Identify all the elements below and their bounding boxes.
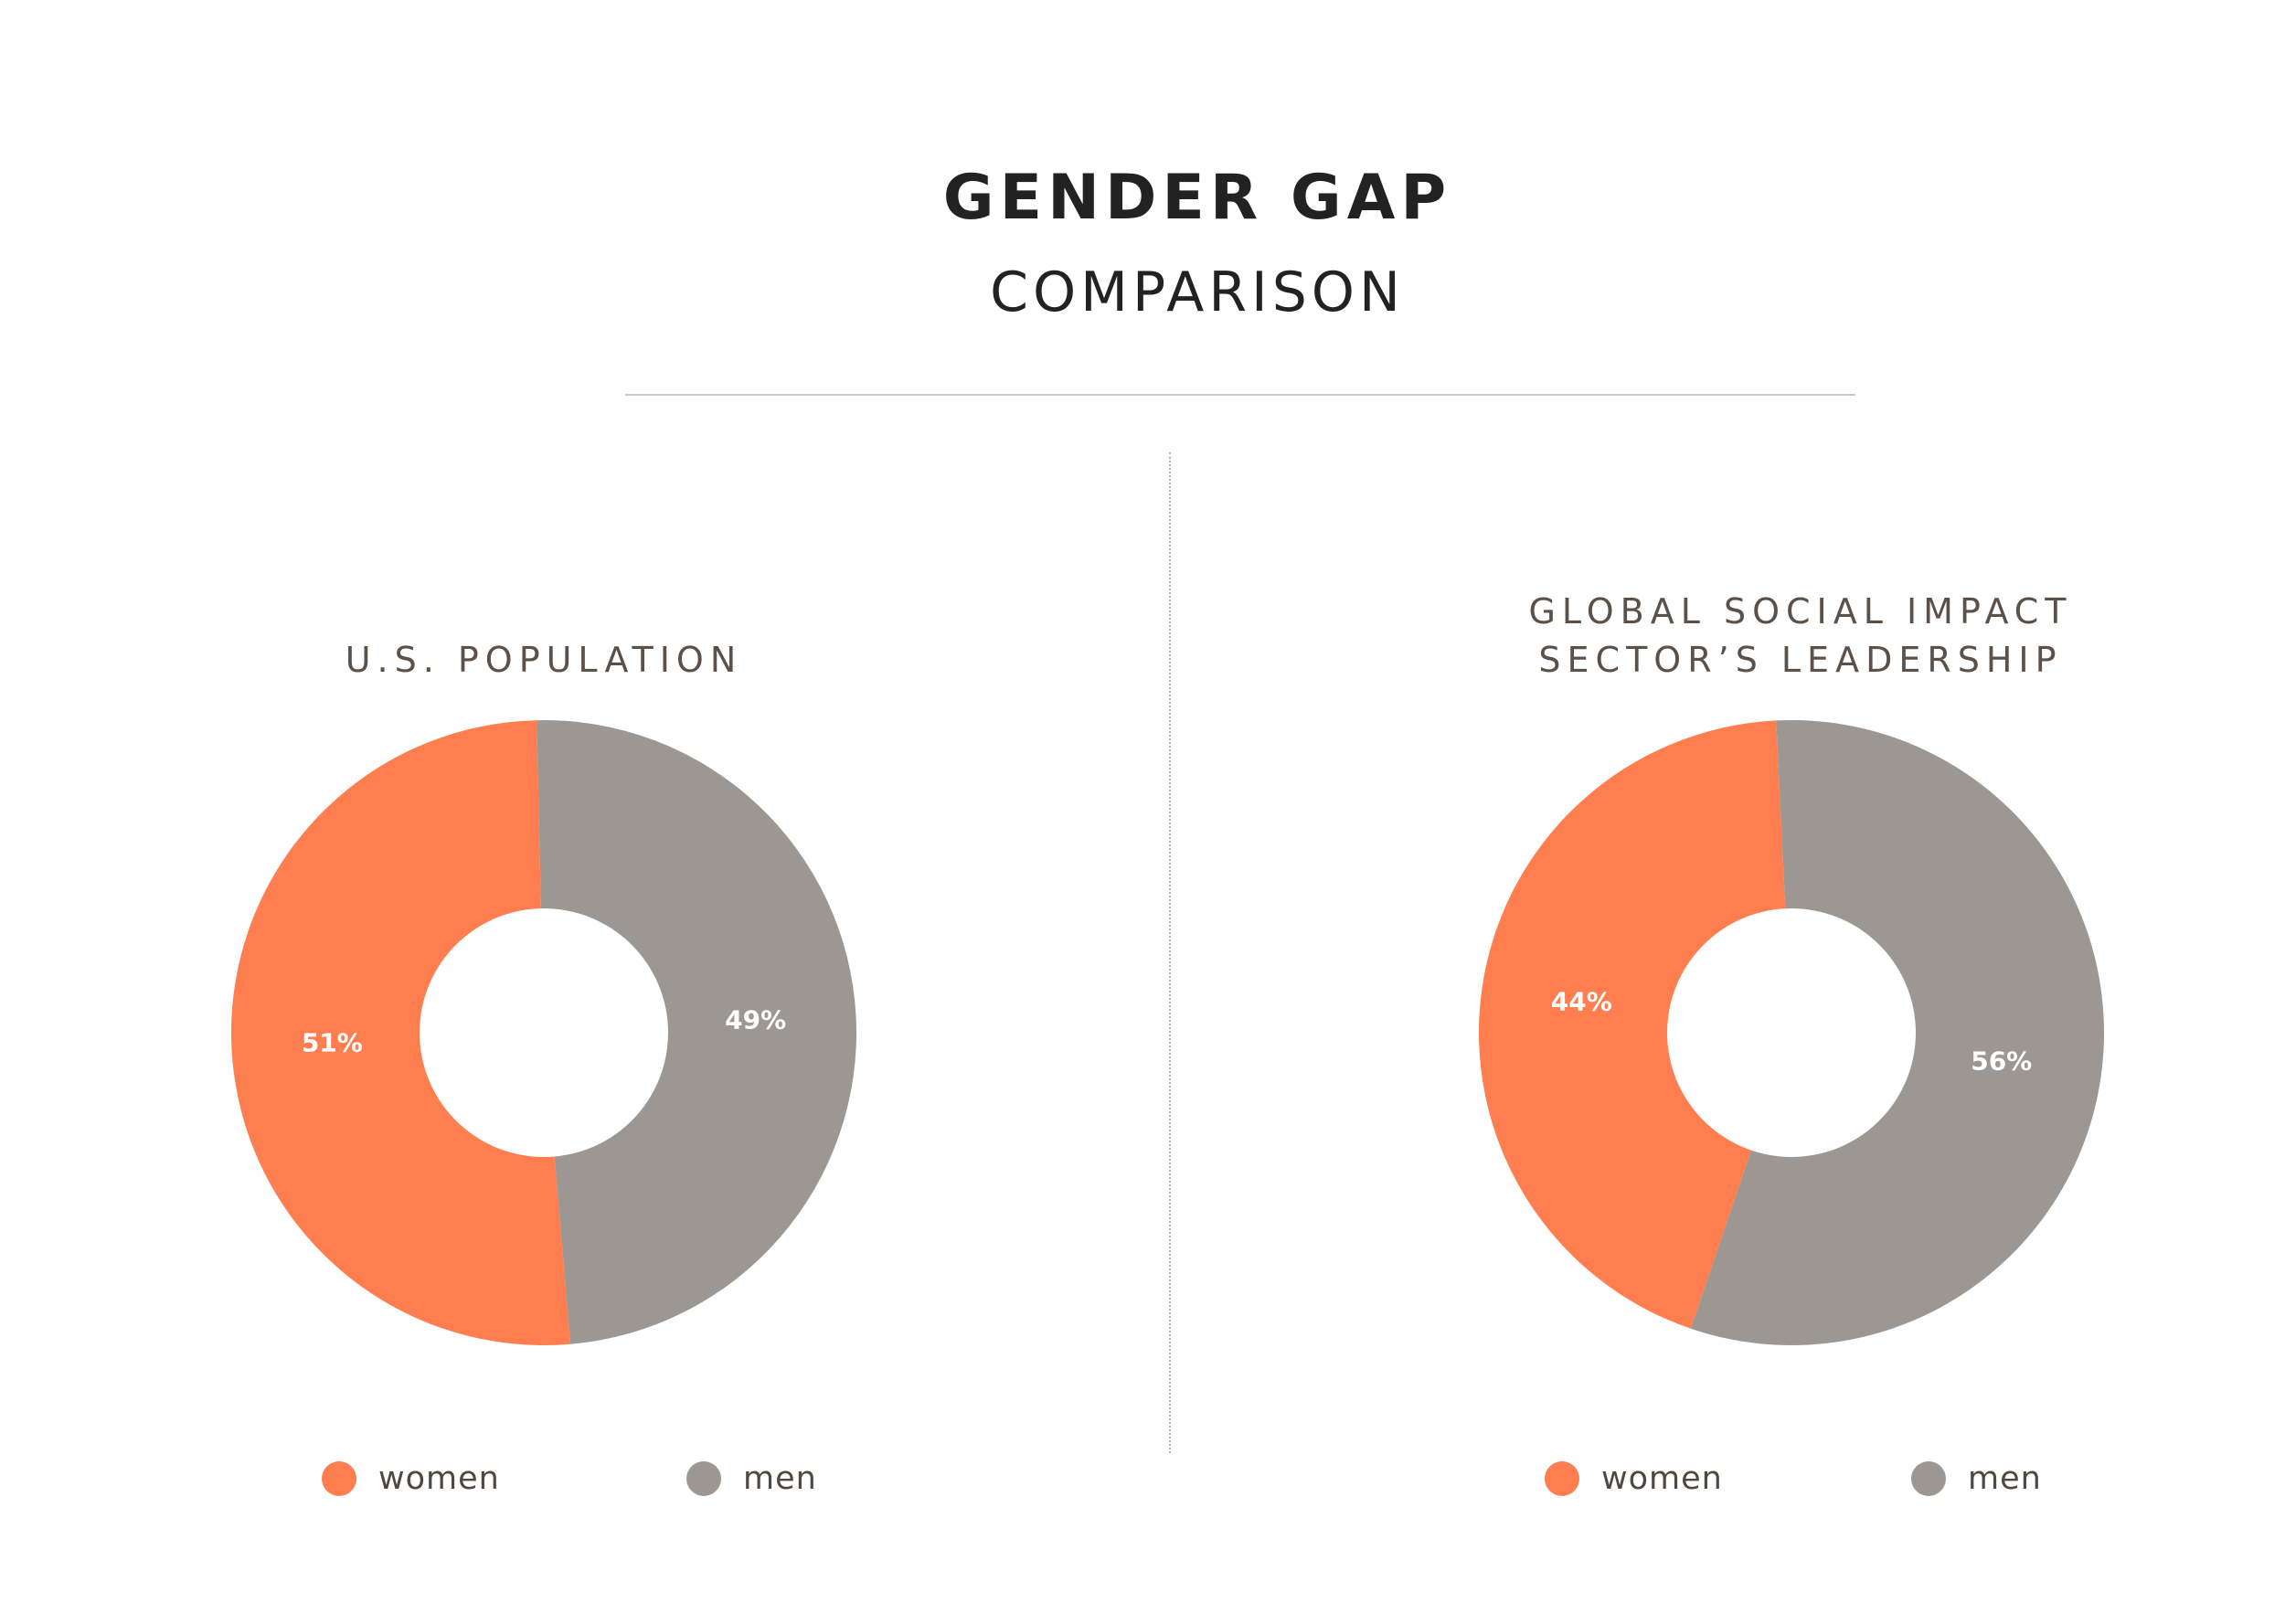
data-label-men: 56% xyxy=(1971,1046,2032,1076)
legend-item-men: men xyxy=(686,1460,817,1497)
page-title: GENDER GAP xyxy=(942,162,1452,234)
slice-women xyxy=(1479,720,1786,1329)
data-label-women: 51% xyxy=(302,1028,363,1058)
legend-swatch-women xyxy=(322,1461,356,1496)
legend-swatch-women xyxy=(1545,1461,1579,1496)
panel-divider xyxy=(1169,452,1171,1453)
legend-item-women: women xyxy=(322,1460,500,1497)
chart-title-line: SECTOR’S LEADERSHIP xyxy=(1538,640,2063,680)
chart-title-global-social-impact: GLOBAL SOCIAL IMPACT SECTOR’S LEADERSHIP xyxy=(1472,588,2130,685)
chart-title-line: U.S. POPULATION xyxy=(345,640,743,680)
legend-label: women xyxy=(378,1460,500,1497)
donut-chart-us-population: 51% 49% xyxy=(230,720,856,1345)
legend-label: women xyxy=(1601,1460,1723,1497)
slice-men xyxy=(537,720,856,1344)
legend-swatch-men xyxy=(1911,1461,1946,1496)
chart-title-us-population: U.S. POPULATION xyxy=(315,636,772,685)
page-subtitle: COMPARISON xyxy=(990,260,1405,324)
legend-label: men xyxy=(1968,1460,2042,1497)
title-divider xyxy=(625,394,1855,396)
legend-label: men xyxy=(743,1460,817,1497)
legend-swatch-men xyxy=(686,1461,721,1496)
data-label-men: 49% xyxy=(725,1004,786,1035)
donut-chart-global-social-impact: 44% 56% xyxy=(1479,720,2104,1345)
slice-men xyxy=(1690,720,2104,1345)
legend-item-women: women xyxy=(1545,1460,1723,1497)
slice-women xyxy=(230,720,571,1345)
chart-title-line: GLOBAL SOCIAL IMPACT xyxy=(1528,591,2073,632)
data-label-women: 44% xyxy=(1551,987,1612,1017)
legend-item-men: men xyxy=(1911,1460,2042,1497)
